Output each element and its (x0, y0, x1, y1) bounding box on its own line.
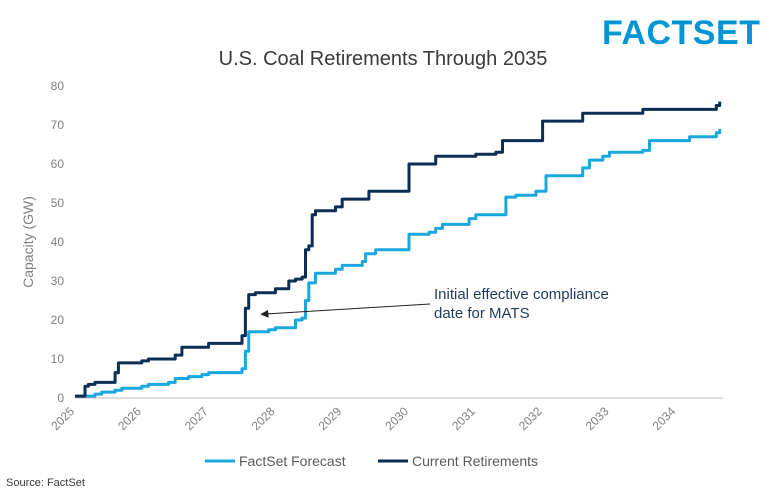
x-tick-label: 2031 (449, 404, 478, 433)
y-tick-label: 30 (51, 274, 65, 288)
y-axis-label: Capacity (GW) (20, 196, 36, 288)
series-line-current-retirements (75, 101, 722, 398)
y-tick-label: 50 (51, 196, 65, 210)
legend-label: Current Retirements (412, 453, 538, 469)
x-tick-label: 2034 (650, 404, 679, 433)
x-tick-label: 2032 (516, 404, 545, 433)
y-tick-label: 40 (51, 235, 65, 249)
y-tick-label: 20 (51, 313, 65, 327)
series-line-factset-forecast (75, 128, 722, 398)
x-tick-label: 2028 (249, 404, 278, 433)
y-tick-label: 10 (51, 352, 65, 366)
x-tick-labels: 2025 2026 2027 2028 2029 2030 2031 2032 2033 2034 (48, 404, 678, 433)
x-tick-label: 2029 (316, 404, 345, 433)
x-tick-label: 2025 (48, 404, 77, 433)
series-lines (75, 101, 722, 398)
annotation-text: Initial effective compliance (434, 286, 609, 303)
legend: FactSet Forecast Current Retirements (205, 453, 538, 469)
y-tick-label: 80 (51, 79, 65, 93)
x-tick-label: 2033 (583, 404, 612, 433)
y-tick-label: 0 (57, 391, 64, 405)
x-tick-label: 2026 (115, 404, 144, 433)
y-tick-label: 70 (51, 118, 65, 132)
annotation-text: date for MATS (434, 305, 530, 322)
y-tick-labels: 0 10 20 30 40 50 60 70 80 (51, 79, 65, 405)
source-note: Source: FactSet (6, 477, 85, 489)
x-tick-label: 2030 (382, 404, 411, 433)
chart-title: U.S. Coal Retirements Through 2035 (219, 48, 548, 70)
x-tick-label: 2027 (182, 404, 211, 433)
legend-label: FactSet Forecast (239, 453, 346, 469)
factset-logo: FACTSET (602, 14, 760, 52)
annotation: Initial effective compliance date for MAT… (260, 286, 609, 322)
y-tick-label: 60 (51, 157, 65, 171)
annotation-arrow (260, 303, 431, 318)
